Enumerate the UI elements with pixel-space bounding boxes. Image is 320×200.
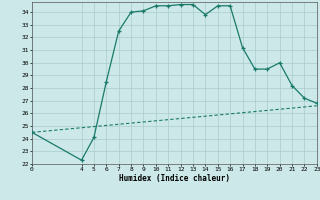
X-axis label: Humidex (Indice chaleur): Humidex (Indice chaleur) — [119, 174, 230, 183]
